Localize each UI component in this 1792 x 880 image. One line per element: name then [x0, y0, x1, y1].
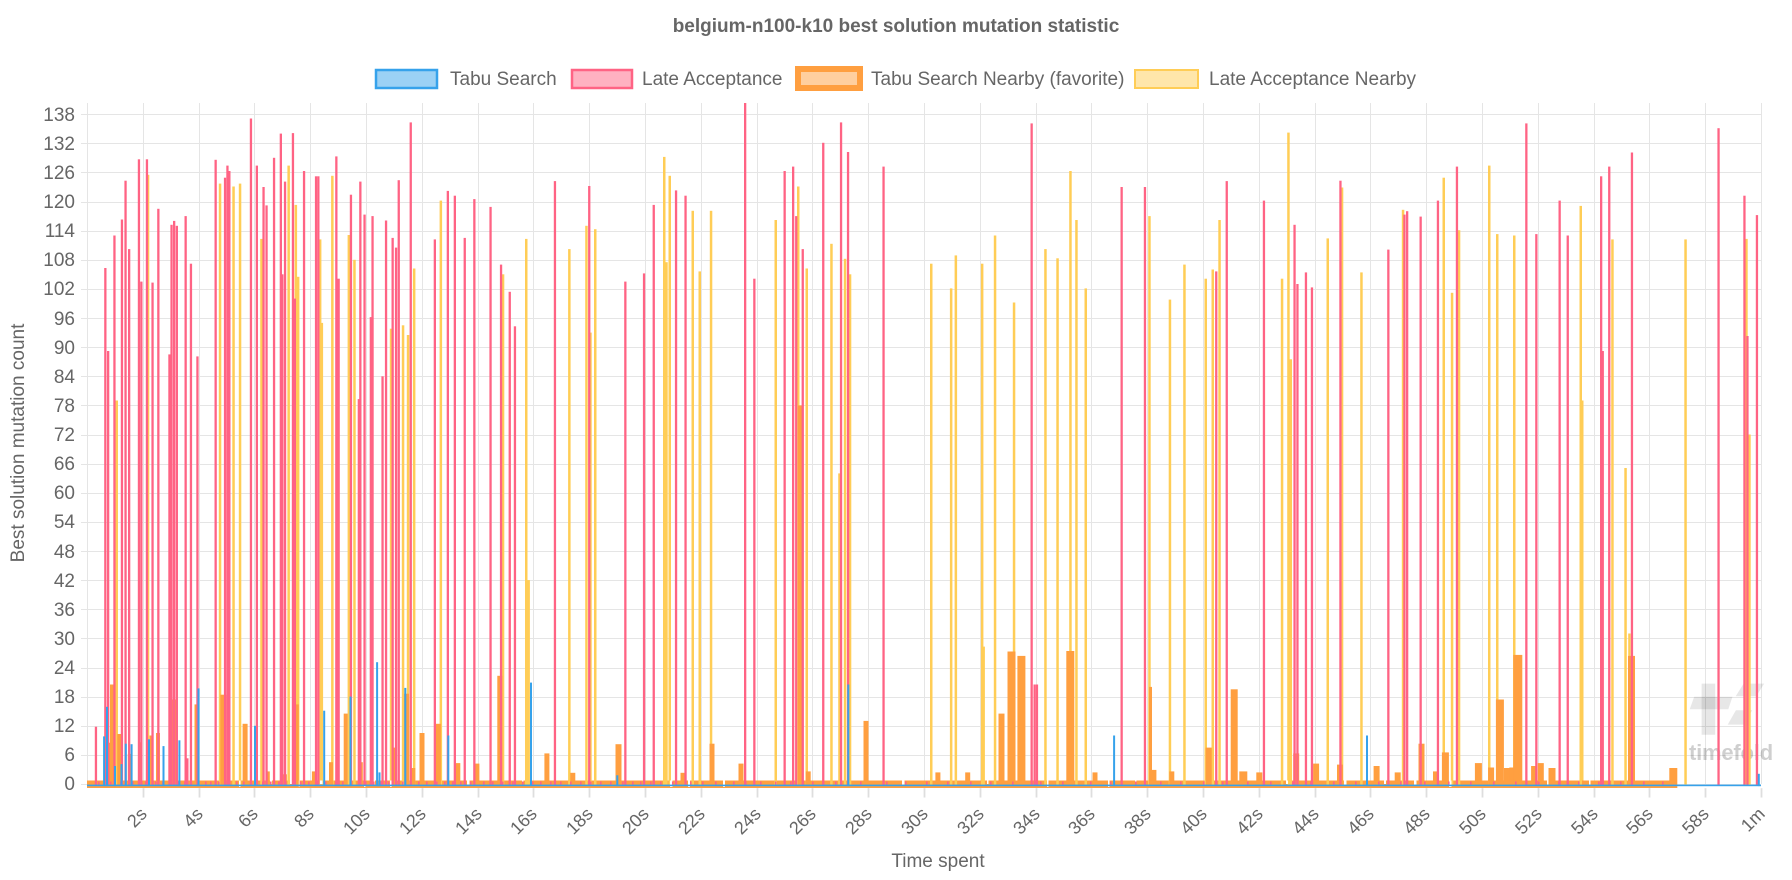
svg-text:belgium-n100-k10 best solution: belgium-n100-k10 best solution mutation … — [673, 16, 1120, 37]
svg-text:138: 138 — [43, 105, 75, 126]
svg-text:timefold: timefold — [1689, 740, 1773, 765]
svg-text:108: 108 — [43, 250, 75, 271]
svg-text:126: 126 — [43, 163, 75, 184]
svg-text:78: 78 — [54, 396, 75, 417]
svg-text:90: 90 — [54, 338, 75, 359]
svg-text:24: 24 — [54, 658, 76, 679]
svg-text:72: 72 — [54, 425, 75, 446]
svg-text:48: 48 — [54, 542, 75, 563]
svg-text:84: 84 — [54, 367, 76, 388]
svg-text:132: 132 — [43, 134, 75, 155]
svg-text:12: 12 — [54, 716, 75, 737]
svg-text:30: 30 — [54, 629, 75, 650]
svg-text:42: 42 — [54, 571, 75, 592]
svg-text:18: 18 — [54, 687, 75, 708]
svg-text:96: 96 — [54, 309, 75, 330]
svg-text:66: 66 — [54, 454, 75, 475]
svg-text:54: 54 — [54, 512, 76, 533]
svg-text:102: 102 — [43, 279, 75, 300]
svg-text:Best solution mutation count: Best solution mutation count — [8, 323, 29, 562]
svg-text:Late Acceptance: Late Acceptance — [642, 69, 783, 90]
svg-text:120: 120 — [43, 192, 75, 213]
svg-text:Tabu Search Nearby (favorite): Tabu Search Nearby (favorite) — [871, 69, 1124, 90]
svg-text:6: 6 — [64, 745, 75, 766]
svg-text:Tabu Search: Tabu Search — [450, 69, 557, 90]
svg-text:0: 0 — [64, 774, 75, 795]
svg-text:36: 36 — [54, 600, 75, 621]
svg-text:Time spent: Time spent — [891, 851, 985, 872]
svg-text:114: 114 — [45, 221, 76, 242]
svg-text:Late Acceptance Nearby: Late Acceptance Nearby — [1209, 69, 1417, 90]
svg-text:60: 60 — [54, 483, 75, 504]
